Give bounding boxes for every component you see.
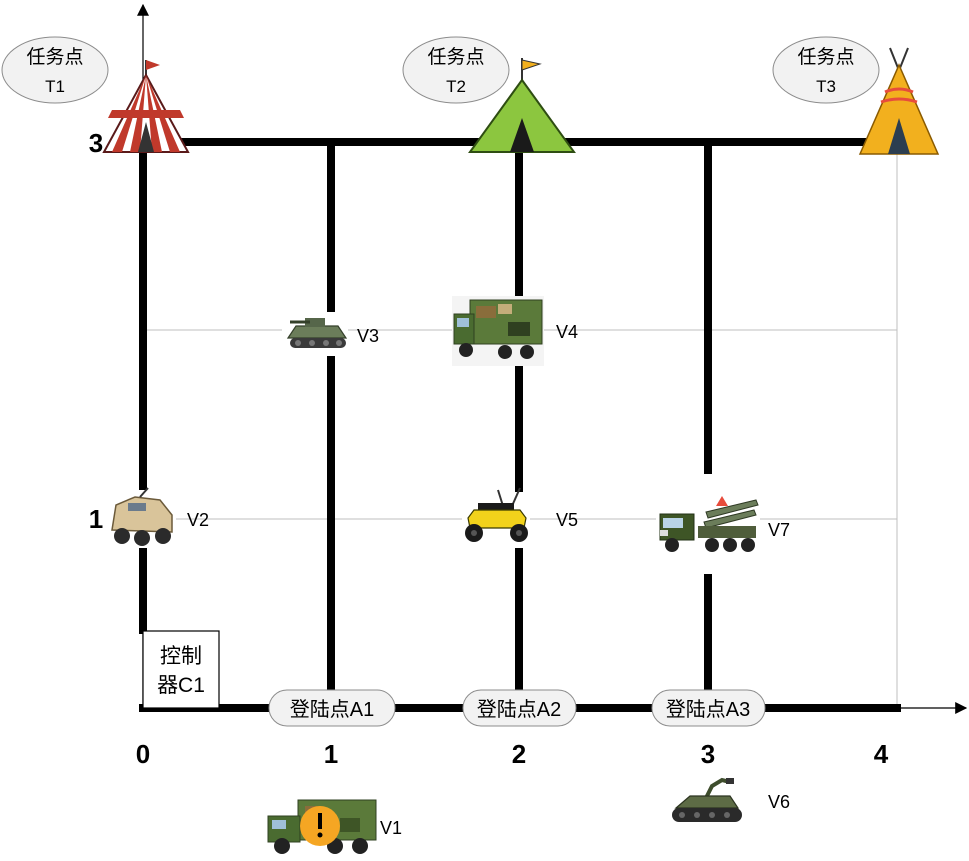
y-tick-3: 3 [89,128,103,158]
vehicle-v1-label: V1 [380,818,402,838]
vehicle-v7-missile-truck-icon [656,496,760,560]
vehicle-v2-label: V2 [187,510,209,530]
vehicle-v7-label: V7 [768,520,790,540]
controller-c1: 控制 器C1 [142,630,220,709]
green-tent-icon [468,58,576,153]
circus-tent-icon [102,60,190,153]
landing-point-a2: 登陆点A2 [462,689,577,727]
x-tick-labels: 0 1 2 3 4 [136,739,889,769]
vehicle-v3-label: V3 [357,326,379,346]
landing-point-a1: 登陆点A1 [268,689,396,727]
task-point-t3-line2: T3 [816,77,836,96]
vehicle-v4-label: V4 [556,322,578,342]
yellow-tent-icon [858,47,940,155]
landing-point-a3: 登陆点A3 [651,689,766,727]
task-point-t1-line2: T1 [45,77,65,96]
task-point-t2-line2: T2 [446,77,466,96]
vehicle-v5-label: V5 [556,510,578,530]
x-tick-4: 4 [874,739,889,769]
vehicle-v2-armored-car-icon [108,487,176,548]
landing-point-a1-label: 登陆点A1 [290,698,374,721]
task-point-t1: 任务点 T1 [1,36,109,104]
task-point-t1-line1: 任务点 [26,46,83,68]
vehicle-v6-label: V6 [768,792,790,812]
x-tick-1: 1 [324,739,338,769]
task-point-t3: 任务点 T3 [772,36,880,104]
task-point-t3-line1: 任务点 [797,46,854,68]
vehicle-v5-rover-icon [462,487,530,548]
task-point-t2-line1: 任务点 [427,46,484,68]
vehicle-v3-tank-icon [282,312,348,356]
road-network [139,138,901,712]
x-tick-0: 0 [136,739,150,769]
landing-point-a2-label: 登陆点A2 [477,698,561,721]
vehicle-v1-truck-icon [266,795,378,857]
x-tick-2: 2 [512,739,526,769]
x-tick-3: 3 [701,739,715,769]
vehicle-v6-tracked-robot-icon [668,774,748,830]
task-point-t2: 任务点 T2 [402,36,510,104]
landing-point-a3-label: 登陆点A3 [666,698,750,721]
vehicle-v4-truck-icon [452,296,544,366]
controller-line1: 控制 [160,645,202,668]
y-tick-1: 1 [89,504,103,534]
controller-line2: 器C1 [157,674,205,697]
